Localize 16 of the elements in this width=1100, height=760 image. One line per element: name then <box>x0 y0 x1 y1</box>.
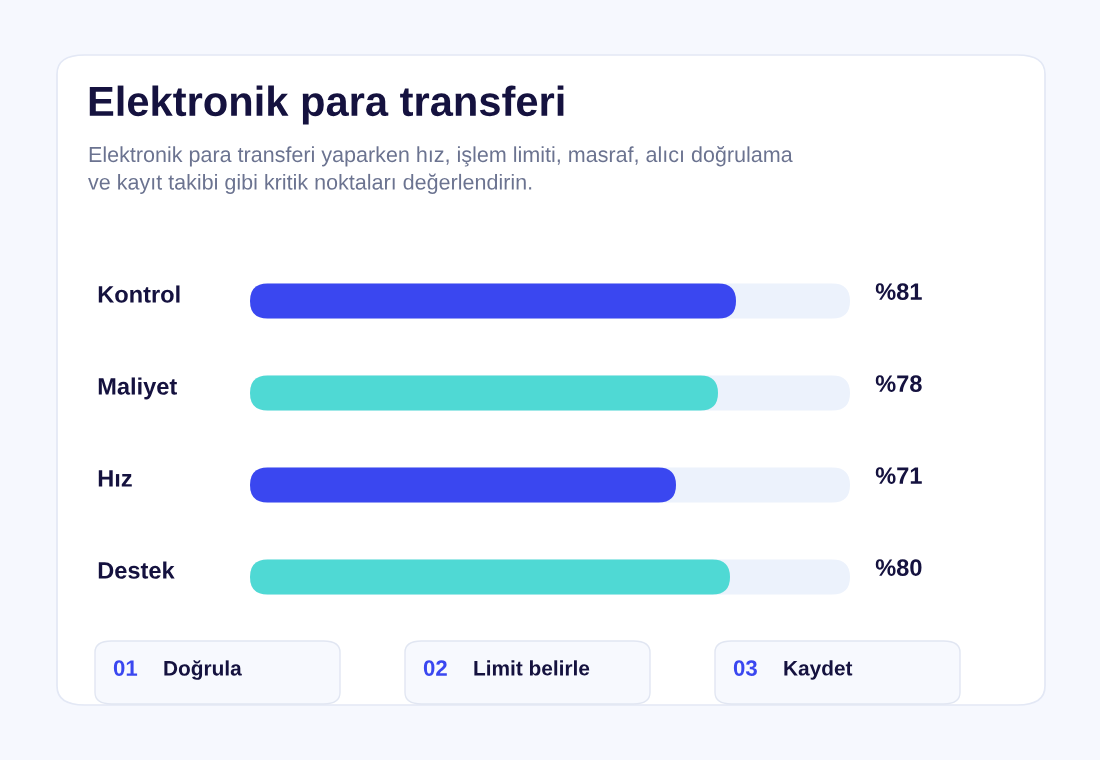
data-label: %81 <box>875 283 922 300</box>
chart-title: Elektronik para transferi <box>89 85 564 125</box>
text: Limit belirle <box>474 660 590 676</box>
text: Doğrula <box>164 660 242 680</box>
text: 01 <box>113 660 138 676</box>
data-label: %71 <box>875 467 922 484</box>
text: Kaydet <box>784 660 853 680</box>
text: 02 <box>423 660 447 676</box>
y-tick-label: Kontrol <box>98 285 180 303</box>
text: 03 <box>733 660 757 676</box>
data-label: %80 <box>875 559 922 576</box>
y-tick-label: Maliyet <box>98 377 177 400</box>
y-tick-label: Hız <box>98 470 132 487</box>
data-label: %78 <box>875 375 922 392</box>
y-tick-label: Destek <box>98 561 175 579</box>
chart-subtitle: Elektronik para transferi yaparken hız, işlem limiti, masraf, alıcı doğrulama ve kayıt takibi gibi kritik noktaları değerlendirin. <box>88 146 793 194</box>
